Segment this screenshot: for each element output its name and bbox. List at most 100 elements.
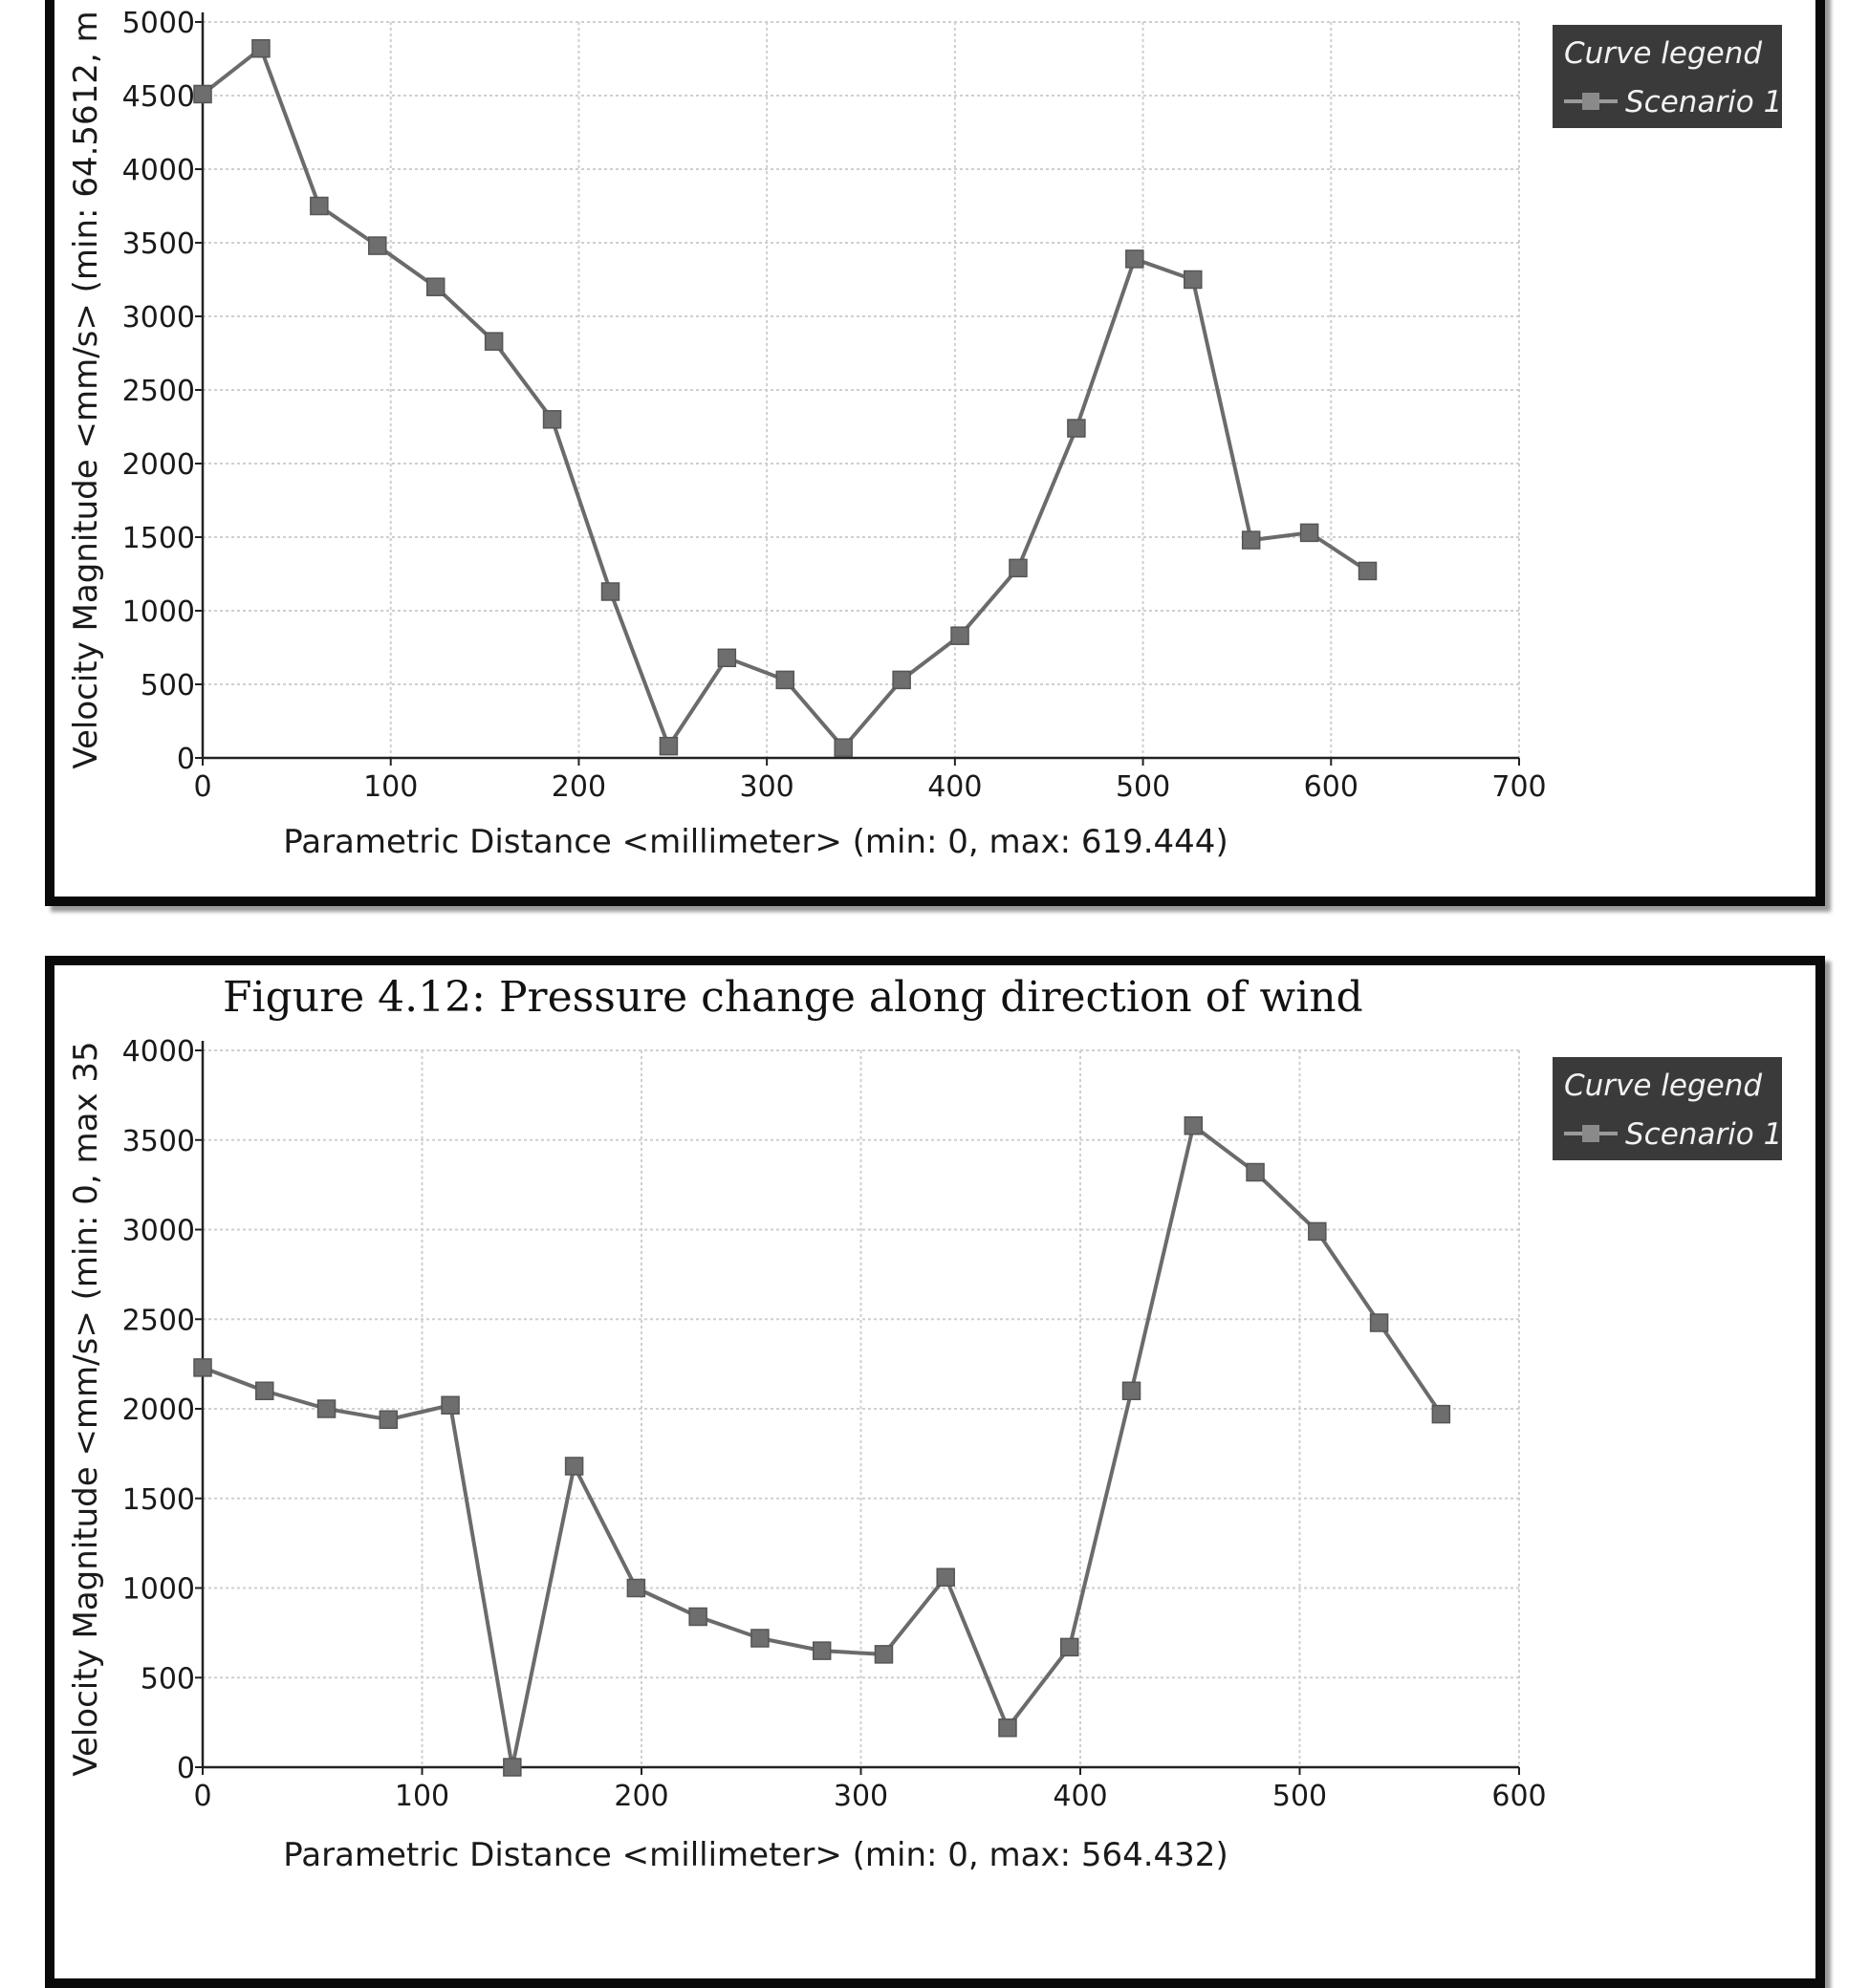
chart2-data-point (1060, 1637, 1079, 1657)
chart1-y-tick-label: 1000 (122, 595, 195, 629)
chart2-x-tick-label: 200 (614, 1780, 668, 1813)
chart2-y-tick-label: 0 (177, 1752, 195, 1785)
chart1-data-point (193, 84, 212, 104)
chart1-x-tick-label: 300 (740, 770, 794, 804)
chart-panel-1: 0 100 200 300 400 500 600 700 0 500 1000 1500 2000 25… (45, 0, 1825, 906)
chart1-x-tick-label: 500 (1116, 770, 1170, 804)
figure-caption: Figure 4.12: Pressure change along direc… (223, 973, 1363, 1022)
chart2-y-tick-label: 3000 (122, 1215, 195, 1248)
chart1-data-point (1125, 249, 1144, 269)
chart2-y-axis-title: Velocity Magnitude <mm/s> (min: 0, max 3… (67, 1041, 105, 1776)
chart2-data-point (626, 1578, 646, 1598)
chart1-x-axis-title: Parametric Distance <millimeter> (min: 0… (283, 823, 1228, 861)
chart1-x-tick-label: 700 (1491, 770, 1546, 804)
chart1-data-point (1009, 558, 1028, 578)
chart2-data-point (874, 1645, 894, 1664)
chart1-data-point (892, 670, 911, 690)
chart2-x-tick-label: 400 (1053, 1780, 1107, 1813)
chart1-data-point (1184, 270, 1203, 290)
chart2-legend-box (1553, 1057, 1782, 1160)
chart1-legend-box (1553, 25, 1782, 128)
chart1-y-tick-label: 3000 (122, 301, 195, 335)
chart2-data-point (255, 1381, 274, 1400)
chart2-y-tick-label: 3500 (122, 1125, 195, 1158)
chart1-data-point (425, 277, 446, 296)
chart1-y-tick-label: 2000 (122, 448, 195, 482)
chart2-data-point (1184, 1116, 1204, 1135)
chart1-y-tick-label: 1500 (122, 522, 195, 555)
chart2-x-axis-title: Parametric Distance <millimeter> (min: 0… (283, 1836, 1228, 1874)
chart2-data-point (441, 1395, 460, 1415)
chart1-legend-entry: Scenario 1 (1625, 85, 1782, 119)
velocity-chart-1: 0 100 200 300 400 500 600 700 0 500 1000 1500 2000 25… (67, 7, 1782, 861)
chart2-grid (203, 1049, 1520, 1767)
chart1-y-tick-label: 500 (141, 669, 195, 702)
chart2-x-tick-label: 500 (1272, 1780, 1327, 1813)
chart1-data-point (834, 738, 853, 757)
chart2-x-tick-label: 300 (834, 1780, 888, 1813)
chart2-x-tick-label: 600 (1491, 1780, 1546, 1813)
chart1-legend-marker-swatch (1582, 93, 1599, 110)
chart2-y-tick-label: 500 (141, 1662, 195, 1696)
chart2-y-tick-label: 1000 (122, 1573, 195, 1607)
chart2-y-tick-label: 2500 (122, 1304, 195, 1337)
chart1-series-line (201, 46, 1369, 750)
chart2-data-point (1246, 1162, 1265, 1182)
chart2-data-point (1431, 1404, 1451, 1424)
chart2-legend-entry: Scenario 1 (1625, 1117, 1782, 1152)
chart1-y-tick-label: 3500 (122, 227, 195, 261)
chart1-data-point (368, 236, 387, 255)
chart1-y-axis-title: Velocity Magnitude <mm/s> (min: 64.5612,… (67, 11, 105, 768)
chart1-data-point (659, 736, 679, 756)
chart1-y-tick-label: 0 (177, 743, 195, 776)
chart1-data-point (1299, 523, 1319, 543)
chart1-data-point (600, 582, 620, 601)
chart1-x-tick-label: 0 (193, 770, 211, 804)
chart1-data-point (310, 196, 329, 216)
chart1-legend: Curve legend Scenario 1 (1553, 25, 1782, 128)
chart2-legend-marker-swatch (1582, 1125, 1599, 1142)
chart2-data-point (812, 1641, 832, 1660)
chart2-data-point (750, 1629, 770, 1648)
chart2-data-point (503, 1758, 522, 1777)
chart2-data-point (1121, 1381, 1141, 1400)
chart1-data-point (484, 332, 504, 351)
chart2-legend-title: Curve legend (1564, 1069, 1762, 1103)
chart1-y-tick-label: 4500 (122, 80, 195, 114)
chart2-series-line (202, 1123, 1444, 1769)
chart2-data-point (936, 1567, 955, 1587)
chart2-y-tick-label: 4000 (122, 1035, 195, 1069)
chart2-data-point (688, 1607, 707, 1627)
chart2-data-point (564, 1457, 584, 1476)
chart1-data-point (251, 38, 271, 58)
chart1-x-tick-label: 100 (363, 770, 418, 804)
chart1-y-tick-label: 5000 (122, 7, 195, 40)
chart2-data-point (1308, 1221, 1327, 1242)
chart1-data-point (1067, 419, 1086, 438)
chart1-data-point (1358, 561, 1378, 581)
chart-panel-2: Figure 4.12: Pressure change along direc… (45, 956, 1825, 1988)
chart1-data-point (1241, 530, 1261, 550)
chart1-grid (203, 21, 1520, 758)
chart1-data-point (542, 410, 562, 429)
chart1-y-tick-label: 2500 (122, 375, 195, 408)
chart2-data-point (379, 1410, 399, 1429)
chart2-data-point (193, 1358, 212, 1377)
chart2-data-point (998, 1718, 1017, 1738)
chart1-y-tick-label: 4000 (122, 154, 195, 187)
chart2-legend: Curve legend Scenario 1 (1553, 1057, 1782, 1160)
chart1-x-tick-label: 400 (927, 770, 982, 804)
chart1-x-tick-label: 200 (552, 770, 606, 804)
chart2-data-point (316, 1399, 337, 1418)
velocity-chart-2: Figure 4.12: Pressure change along direc… (67, 973, 1782, 1874)
chart1-legend-title: Curve legend (1564, 36, 1762, 71)
chart2-y-tick-label: 2000 (122, 1394, 195, 1427)
chart1-data-point (950, 626, 969, 645)
chart2-x-tick-label: 100 (395, 1780, 449, 1813)
chart2-data-point (1369, 1313, 1389, 1332)
chart2-y-tick-label: 1500 (122, 1483, 195, 1517)
chart1-data-point (717, 648, 737, 668)
chart1-data-point (775, 670, 795, 690)
chart2-x-tick-label: 0 (193, 1780, 211, 1813)
chart1-x-tick-label: 600 (1304, 770, 1358, 804)
